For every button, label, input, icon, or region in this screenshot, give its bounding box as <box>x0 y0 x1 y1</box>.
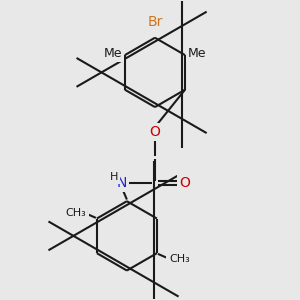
Text: O: O <box>149 125 161 139</box>
Text: N: N <box>117 176 127 190</box>
Text: O: O <box>167 254 176 264</box>
Text: H: H <box>110 172 118 182</box>
Text: O: O <box>179 176 190 190</box>
Text: CH₃: CH₃ <box>65 208 86 218</box>
Text: CH₃: CH₃ <box>169 254 190 264</box>
Text: Me: Me <box>104 47 122 60</box>
Text: Me: Me <box>188 47 206 60</box>
Text: O: O <box>78 208 87 218</box>
Text: Br: Br <box>147 16 163 29</box>
